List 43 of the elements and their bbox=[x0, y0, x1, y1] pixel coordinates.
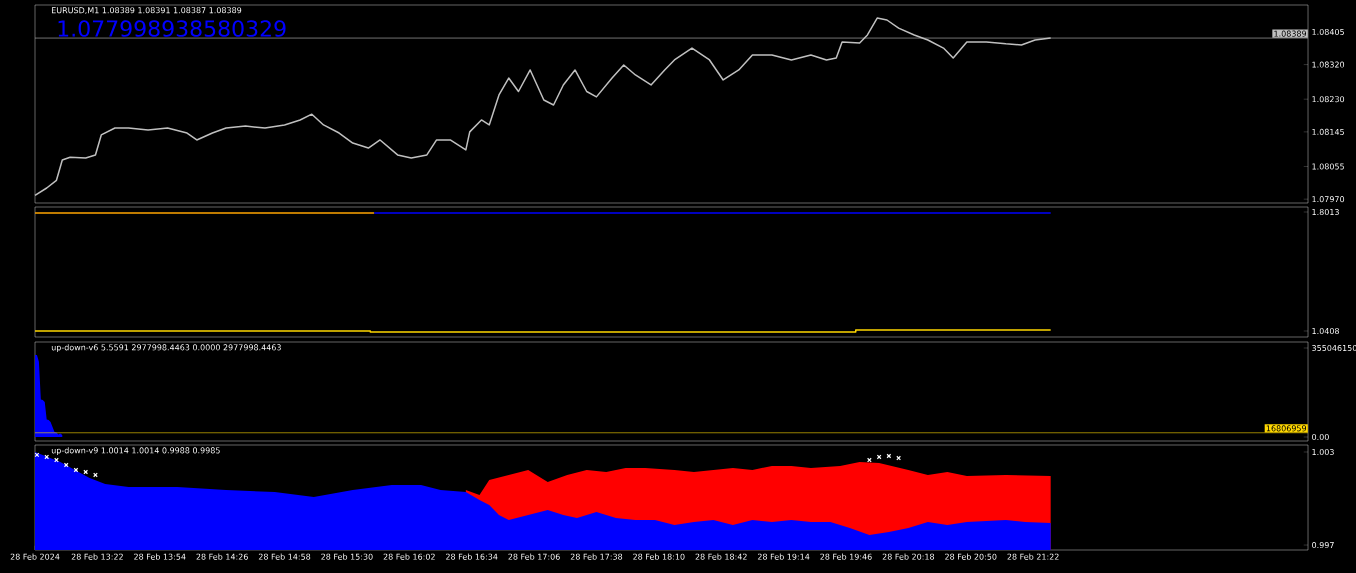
y-tick-label: 0.997 bbox=[1312, 542, 1334, 549]
x-tick-label: 28 Feb 2024 bbox=[10, 553, 60, 560]
y-tick-label: 1.08230 bbox=[1312, 96, 1345, 103]
chart-title: up-down-v9 1.0014 1.0014 0.9988 0.9985 bbox=[51, 447, 220, 455]
x-tick-label: 28 Feb 14:58 bbox=[258, 553, 311, 560]
x-tick-label: 28 Feb 20:50 bbox=[945, 553, 997, 560]
ref-line-label: 1.08389 bbox=[1274, 30, 1307, 37]
x-tick-label: 28 Feb 16:34 bbox=[446, 553, 498, 560]
x-tick-label: 28 Feb 14:26 bbox=[196, 553, 248, 560]
x-tick-label: 28 Feb 13:22 bbox=[71, 553, 123, 560]
y-tick-label: 1.003 bbox=[1312, 448, 1334, 456]
point bbox=[44, 454, 50, 460]
point bbox=[54, 457, 59, 463]
y-tick-label: 1.08055 bbox=[1312, 163, 1344, 170]
y-tick-label: 1.8013 bbox=[1312, 208, 1339, 216]
y-tick-label: 1.07970 bbox=[1312, 196, 1345, 203]
x-tick-label: 28 Feb 17:06 bbox=[508, 553, 560, 560]
x-tick-label: 28 Feb 19:46 bbox=[820, 553, 872, 560]
point bbox=[83, 469, 89, 475]
chart-title: EURUSD,M1 1.08389 1.08391 1.08387 1.08389 bbox=[51, 7, 242, 15]
chart-title: up-down-v6 5.5591 2977998.4463 0.0000 2977998.4463 bbox=[51, 344, 281, 352]
x-tick-label: 28 Feb 17:38 bbox=[570, 553, 623, 560]
point bbox=[867, 457, 872, 463]
annotation: 1.077998938580329 bbox=[58, 20, 286, 37]
x-tick-label: 28 Feb 21:22 bbox=[1007, 553, 1059, 560]
point bbox=[93, 472, 98, 478]
point bbox=[896, 455, 901, 461]
ref-line-label: 16806959 bbox=[1266, 425, 1307, 432]
point bbox=[63, 462, 69, 468]
x-tick-label: 28 Feb 13:54 bbox=[134, 553, 186, 560]
y-tick-label: 355046150 bbox=[1312, 344, 1356, 352]
y-tick-label: 1.08320 bbox=[1312, 61, 1345, 68]
x-tick-label: 28 Feb 18:10 bbox=[633, 553, 685, 560]
x-tick-label: 28 Feb 18:42 bbox=[695, 553, 747, 560]
point bbox=[886, 453, 892, 459]
y-tick-label: 1.0408 bbox=[1312, 327, 1339, 335]
y-tick-label: 0.00 bbox=[1312, 433, 1329, 441]
x-tick-label: 28 Feb 16:02 bbox=[383, 553, 435, 560]
y-tick-label: 1.08145 bbox=[1312, 128, 1344, 135]
x-tick-label: 28 Feb 19:14 bbox=[757, 553, 810, 560]
x-tick-label: 28 Feb 15:30 bbox=[321, 553, 373, 560]
y-tick-label: 1.08405 bbox=[1312, 28, 1344, 35]
x-tick-label: 28 Feb 20:18 bbox=[882, 553, 935, 560]
